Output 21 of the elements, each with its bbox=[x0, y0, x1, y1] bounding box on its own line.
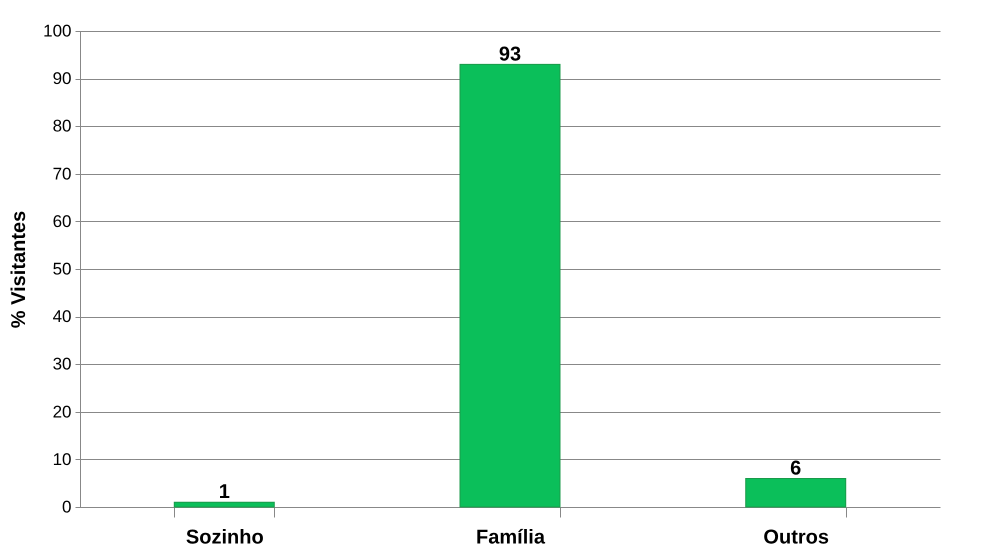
y-tick-label: 100 bbox=[43, 22, 72, 40]
y-tick-label: 10 bbox=[52, 450, 72, 469]
y-tick-label: 20 bbox=[52, 402, 72, 422]
x-tick-label: Outros bbox=[763, 526, 829, 548]
y-tick-label: 60 bbox=[52, 212, 72, 231]
y-tick-label: 40 bbox=[52, 307, 72, 326]
y-tick-label: 30 bbox=[52, 354, 72, 374]
y-tick-label: 70 bbox=[52, 164, 72, 184]
y-axis-title: % Visitantes bbox=[8, 210, 30, 328]
x-tick-label: Família bbox=[476, 526, 546, 548]
bar bbox=[745, 478, 846, 508]
bar bbox=[460, 64, 560, 508]
data-label: 1 bbox=[218, 481, 230, 504]
y-tick-label: 50 bbox=[52, 260, 72, 278]
data-label: 93 bbox=[498, 43, 522, 66]
x-tick-label: Sozinho bbox=[186, 526, 264, 548]
bar bbox=[174, 502, 275, 508]
data-label: 6 bbox=[790, 457, 802, 480]
y-tick-label: 0 bbox=[62, 498, 72, 516]
y-tick-label: 90 bbox=[52, 69, 72, 88]
y-tick-label: 80 bbox=[52, 116, 72, 136]
